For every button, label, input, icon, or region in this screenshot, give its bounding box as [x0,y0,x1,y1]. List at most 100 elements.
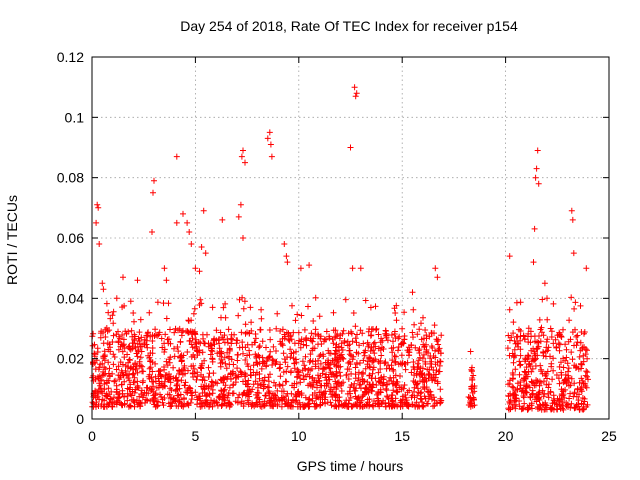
data-point [568,349,575,356]
data-point [99,390,106,397]
data-point [276,365,283,372]
data-point [393,317,400,324]
data-point [380,373,387,380]
data-point [410,334,416,341]
data-point [366,363,373,370]
data-point [138,348,145,355]
data-point [205,364,212,371]
data-point [522,375,529,382]
data-point [511,346,518,353]
data-point [467,348,474,355]
data-point [126,402,133,409]
data-point [301,362,308,369]
data-point [317,360,324,367]
data-point [198,403,205,410]
data-point [282,333,289,340]
data-point [401,333,408,339]
data-point [248,319,255,326]
data-point [186,229,193,235]
data-point [530,259,537,266]
data-point [159,396,166,403]
data-point [297,379,304,386]
data-point [532,363,539,369]
data-point [335,343,342,350]
data-point [267,348,274,355]
data-point [101,403,108,410]
data-point [166,359,173,366]
data-point [321,396,328,403]
data-point [233,337,240,344]
data-point [127,357,133,364]
data-point [137,354,144,361]
data-point [535,180,542,187]
data-point [330,309,337,316]
data-point [116,335,123,342]
data-point [139,394,146,401]
data-point [192,389,199,396]
data-point [225,392,232,399]
data-point [309,347,316,354]
data-point [167,326,173,333]
data-point [200,400,207,407]
data-point [147,357,154,364]
data-point [99,280,106,287]
data-point [110,361,117,368]
data-point [161,340,168,347]
data-point [395,361,402,368]
data-point [151,177,157,184]
data-point [528,402,535,409]
data-point [521,368,528,375]
data-point [510,384,517,391]
data-point [373,382,380,388]
data-point [470,396,477,402]
data-point [150,189,156,196]
data-point [320,365,327,372]
data-point [360,378,367,384]
data-point [506,306,513,313]
data-point [574,339,581,346]
data-point [198,364,205,371]
data-point [334,356,341,363]
data-point [362,297,369,304]
data-point [222,300,229,307]
data-point [432,347,438,354]
data-point [297,265,304,272]
data-point [378,380,385,387]
data-point [415,357,422,364]
data-point [149,368,156,375]
data-point [199,360,206,367]
data-point [135,385,142,391]
data-point [420,314,426,321]
data-point [580,358,587,365]
data-point [357,360,363,366]
data-point [230,381,237,388]
data-point [535,406,541,412]
data-point [361,391,368,397]
data-point [578,386,584,393]
data-point [130,379,137,386]
data-point [265,388,272,395]
data-point [134,340,141,347]
data-point [410,378,417,384]
data-point [240,403,247,410]
data-point [394,389,401,396]
data-point [259,354,266,361]
data-point [582,383,589,389]
data-point [515,340,522,347]
data-point [309,375,316,382]
data-point [468,400,474,406]
data-point [533,394,540,400]
data-point [556,363,563,370]
data-point [531,333,538,340]
data-point [419,355,426,362]
data-point [123,372,130,379]
data-point [198,244,205,250]
data-point [409,329,416,336]
data-point [293,380,300,387]
data-point [95,204,102,211]
data-point [576,379,583,386]
data-point [136,329,143,336]
data-point [383,385,389,392]
data-point [548,363,555,370]
data-point [372,303,379,310]
